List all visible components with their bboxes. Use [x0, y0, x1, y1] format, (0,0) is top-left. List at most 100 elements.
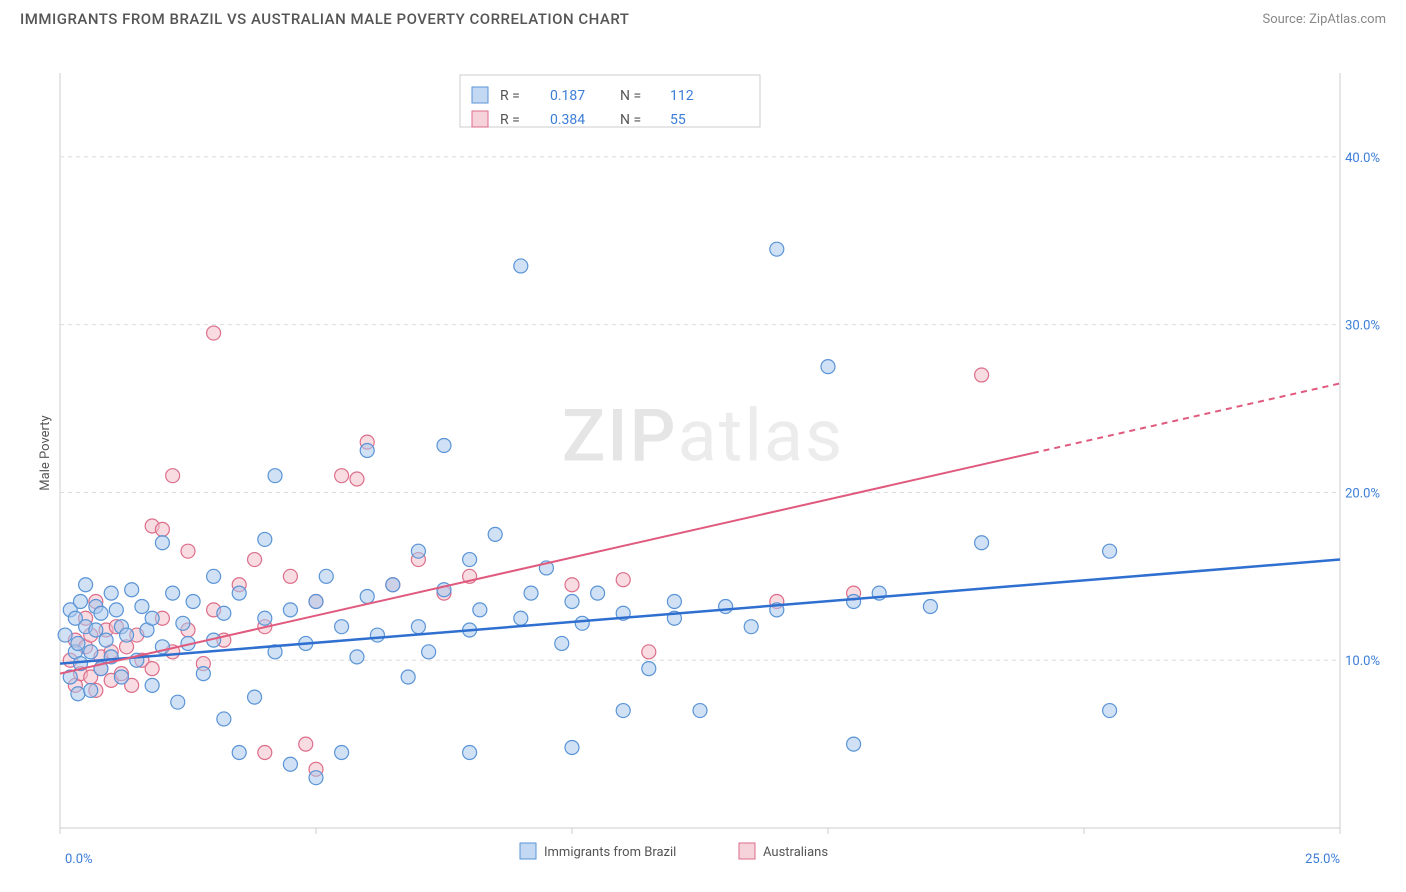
- scatter-point: [232, 746, 246, 760]
- legend-n-label: N =: [620, 88, 641, 104]
- scatter-point: [309, 595, 323, 609]
- legend-series-label: Australians: [763, 845, 828, 860]
- scatter-point: [171, 695, 185, 709]
- scatter-point: [335, 746, 349, 760]
- chart-source: Source: ZipAtlas.com: [1262, 12, 1386, 27]
- scatter-chart: 10.0%20.0%30.0%40.0%0.0%25.0%R =0.187N =…: [0, 33, 1406, 873]
- legend-swatch: [472, 87, 488, 103]
- scatter-point: [350, 472, 364, 486]
- scatter-point: [283, 603, 297, 617]
- scatter-point: [207, 569, 221, 583]
- scatter-point: [155, 536, 169, 550]
- scatter-point: [667, 595, 681, 609]
- scatter-point: [360, 444, 374, 458]
- scatter-point: [411, 620, 425, 634]
- scatter-point: [94, 606, 108, 620]
- legend-r-label: R =: [500, 88, 520, 104]
- scatter-point: [145, 678, 159, 692]
- scatter-point: [309, 771, 323, 785]
- scatter-point: [975, 368, 989, 382]
- scatter-point: [120, 628, 134, 642]
- scatter-point: [847, 595, 861, 609]
- scatter-point: [145, 611, 159, 625]
- scatter-point: [155, 522, 169, 536]
- scatter-point: [401, 670, 415, 684]
- chart-header: IMMIGRANTS FROM BRAZIL VS AUSTRALIAN MAL…: [0, 0, 1406, 33]
- scatter-point: [73, 595, 87, 609]
- trend-line: [60, 560, 1340, 664]
- legend-n-value: 55: [670, 112, 686, 128]
- scatter-point: [283, 569, 297, 583]
- scatter-point: [514, 259, 528, 273]
- scatter-point: [109, 603, 123, 617]
- scatter-point: [135, 600, 149, 614]
- scatter-point: [166, 469, 180, 483]
- legend-swatch: [472, 111, 488, 127]
- scatter-point: [386, 578, 400, 592]
- scatter-point: [71, 636, 85, 650]
- legend-swatch: [739, 843, 755, 859]
- scatter-point: [575, 616, 589, 630]
- scatter-point: [217, 606, 231, 620]
- chart-title: IMMIGRANTS FROM BRAZIL VS AUSTRALIAN MAL…: [20, 10, 629, 28]
- scatter-point: [196, 667, 210, 681]
- legend-swatch: [520, 843, 536, 859]
- scatter-point: [299, 737, 313, 751]
- scatter-point: [258, 746, 272, 760]
- scatter-point: [524, 586, 538, 600]
- scatter-point: [565, 740, 579, 754]
- scatter-point: [514, 611, 528, 625]
- scatter-point: [1103, 544, 1117, 558]
- scatter-point: [335, 469, 349, 483]
- scatter-point: [71, 687, 85, 701]
- scatter-point: [258, 532, 272, 546]
- scatter-point: [186, 595, 200, 609]
- y-tick-label: 30.0%: [1345, 319, 1380, 334]
- scatter-point: [975, 536, 989, 550]
- scatter-point: [58, 628, 72, 642]
- scatter-point: [616, 573, 630, 587]
- trend-line: [60, 453, 1033, 674]
- scatter-point: [642, 645, 656, 659]
- scatter-point: [473, 603, 487, 617]
- y-tick-label: 40.0%: [1345, 151, 1380, 166]
- scatter-point: [248, 690, 262, 704]
- legend-series-label: Immigrants from Brazil: [544, 845, 676, 860]
- scatter-point: [422, 645, 436, 659]
- legend-r-value: 0.187: [550, 88, 585, 104]
- scatter-point: [258, 611, 272, 625]
- scatter-point: [847, 737, 861, 751]
- scatter-point: [821, 360, 835, 374]
- scatter-point: [125, 583, 139, 597]
- scatter-point: [719, 600, 733, 614]
- legend-r-value: 0.384: [550, 112, 585, 128]
- scatter-point: [350, 650, 364, 664]
- scatter-point: [411, 544, 425, 558]
- scatter-point: [79, 578, 93, 592]
- scatter-point: [565, 578, 579, 592]
- scatter-point: [217, 712, 231, 726]
- scatter-point: [207, 326, 221, 340]
- scatter-point: [248, 553, 262, 567]
- scatter-point: [565, 595, 579, 609]
- scatter-point: [335, 620, 349, 634]
- scatter-point: [463, 746, 477, 760]
- scatter-point: [114, 670, 128, 684]
- legend-n-label: N =: [620, 112, 641, 128]
- scatter-point: [176, 616, 190, 630]
- scatter-point: [232, 586, 246, 600]
- scatter-point: [693, 704, 707, 718]
- scatter-point: [1103, 704, 1117, 718]
- legend-n-value: 112: [670, 88, 694, 104]
- scatter-point: [319, 569, 333, 583]
- scatter-point: [283, 757, 297, 771]
- scatter-point: [360, 589, 374, 603]
- x-tick-label: 0.0%: [65, 852, 93, 867]
- scatter-point: [145, 662, 159, 676]
- scatter-point: [923, 600, 937, 614]
- legend-r-label: R =: [500, 112, 520, 128]
- y-axis-label: Male Poverty: [38, 415, 53, 490]
- x-tick-label: 25.0%: [1305, 852, 1340, 867]
- scatter-point: [591, 586, 605, 600]
- scatter-point: [84, 683, 98, 697]
